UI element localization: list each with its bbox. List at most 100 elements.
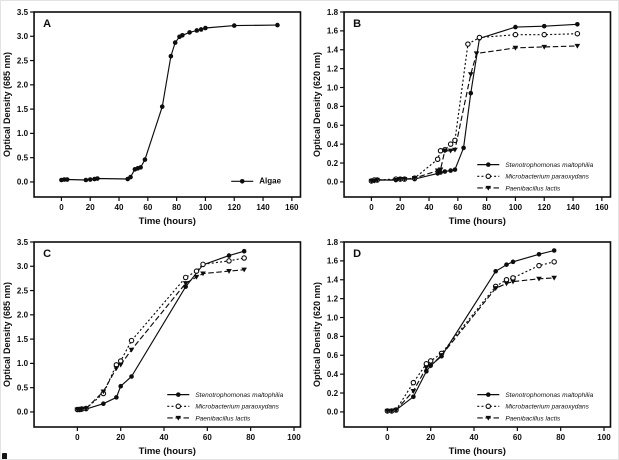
data-point-marker (574, 21, 580, 27)
series-line (61, 24, 278, 181)
y-tick-label: 1.2 (326, 294, 338, 303)
data-point-marker (541, 23, 547, 29)
x-tick-label: 40 (115, 203, 124, 212)
series-line (386, 249, 554, 412)
x-tick-label: 0 (75, 433, 80, 442)
y-tick-label: 2.5 (17, 286, 29, 295)
data-point-marker (574, 30, 580, 37)
data-point-marker (535, 262, 542, 269)
x-tick-label: 100 (199, 203, 213, 212)
series-line (370, 33, 577, 182)
y-tick-label: 0.6 (326, 121, 338, 130)
y-tick-label: 0.2 (326, 389, 338, 398)
panel-d-chart: 0 20 40 60 80 100 0.0 0.2 0.4 0.6 0.8 1.0 1.2 1.4 1.6 1… (312, 238, 611, 457)
data-point-marker (467, 90, 473, 96)
y-axis-title: Optical Density (620 nm) (312, 52, 322, 157)
x-axis-title: Time (hours) (448, 216, 505, 227)
data-point-marker (388, 408, 395, 414)
y-tick-label: 1.0 (326, 313, 338, 322)
y-tick-label: 1.5 (17, 105, 29, 114)
data-point-marker (159, 104, 165, 109)
legend-label: Algae (259, 177, 281, 186)
y-axis-title: Optical Density (685 nm) (2, 52, 12, 157)
y-tick-label: 1.6 (326, 27, 338, 36)
data-point-marker (87, 177, 93, 182)
x-tick-label: 120 (228, 203, 242, 212)
data-point-marker (180, 33, 185, 38)
data-point-marker (172, 40, 178, 45)
data-point-marker (64, 177, 70, 182)
panel-letter: B (353, 18, 361, 30)
x-tick-label: 20 (116, 433, 125, 442)
cropped-caption-fragment (2, 453, 7, 459)
y-tick-label: 0.6 (326, 351, 338, 360)
y-tick-label: 1.8 (326, 238, 338, 247)
y-tick-label: 0.4 (326, 140, 338, 149)
x-tick-label: 20 (426, 433, 435, 442)
y-axis-title: Optical Density (685 nm) (2, 282, 12, 387)
x-tick-label: 160 (285, 203, 299, 212)
data-point-marker (168, 53, 174, 59)
y-tick-label: 3.5 (17, 8, 29, 17)
data-point-marker (536, 251, 541, 257)
data-point-marker (509, 275, 516, 281)
legend-marker (484, 415, 491, 421)
data-point-marker (476, 34, 482, 41)
series-line (77, 269, 245, 411)
series-line (77, 250, 245, 411)
x-tick-label: 20 (395, 203, 404, 212)
data-point-marker (101, 401, 106, 406)
x-axis-title: Time (hours) (139, 216, 196, 227)
x-tick-label: 140 (566, 203, 580, 212)
x-tick-label: 80 (482, 203, 491, 212)
y-tick-label: 0.0 (17, 178, 29, 187)
x-tick-label: 0 (59, 203, 64, 212)
data-point-marker (128, 347, 135, 353)
panel-c-chart: 0 20 40 60 80 100 0.0 0.5 1.0 1.5 2.0 2.5 3.0 3.5 Time… (2, 238, 302, 457)
y-tick-label: 0.8 (326, 332, 338, 341)
legend-label: Paenibacillus lactis (505, 185, 561, 192)
data-point-marker (198, 27, 204, 32)
data-point-marker (427, 363, 434, 369)
legend-label: Microbacterium paraoxydans (195, 404, 279, 411)
data-point-marker (392, 407, 399, 413)
x-tick-label: 20 (86, 203, 95, 212)
data-point-marker (231, 23, 237, 28)
panel-c: 0 20 40 60 80 100 0.0 0.5 1.0 1.5 2.0 2.5 3.0 3.5 Time… (1, 231, 311, 459)
x-tick-label: 0 (369, 203, 374, 212)
data-point-marker (550, 259, 557, 265)
y-tick-label: 1.0 (17, 359, 29, 368)
data-point-marker (423, 361, 429, 367)
y-tick-label: 2.0 (17, 81, 29, 90)
legend-marker (485, 403, 491, 410)
y-tick-label: 1.0 (326, 83, 338, 92)
data-point-marker (182, 274, 189, 281)
data-point-marker (78, 406, 85, 412)
data-point-marker (447, 168, 453, 173)
data-point-marker (392, 177, 399, 183)
legend-marker (485, 162, 491, 167)
y-tick-label: 1.4 (326, 46, 338, 55)
data-point-marker (447, 141, 453, 147)
legend-label: Paenibacillus lactis (195, 415, 251, 422)
data-point-marker (451, 147, 458, 153)
series-line (370, 45, 577, 182)
data-point-marker (492, 286, 498, 291)
data-point-marker (442, 169, 447, 174)
y-tick-label: 0.0 (326, 408, 338, 417)
data-point-marker (503, 262, 509, 267)
x-tick-label: 100 (597, 433, 611, 442)
panel-b: 0 20 40 60 80 100 120 140 160 0.0 0.2 0.4 0.6 0.8 1.0 1… (311, 1, 619, 231)
panel-letter: C (43, 248, 51, 260)
data-point-marker (441, 148, 448, 154)
panel-a-chart: 0 20 40 60 80 100 120 140 160 0.0 0.5 1.0 1.5 2.0 2.5 3… (2, 8, 302, 227)
panel-letter: A (43, 18, 51, 30)
series-line (386, 261, 554, 412)
x-tick-label: 160 (595, 203, 609, 212)
legend-marker (485, 392, 491, 397)
x-tick-label: 40 (160, 433, 169, 442)
data-point-marker (464, 41, 471, 47)
legend-marker (175, 392, 181, 397)
data-point-marker (423, 365, 429, 371)
